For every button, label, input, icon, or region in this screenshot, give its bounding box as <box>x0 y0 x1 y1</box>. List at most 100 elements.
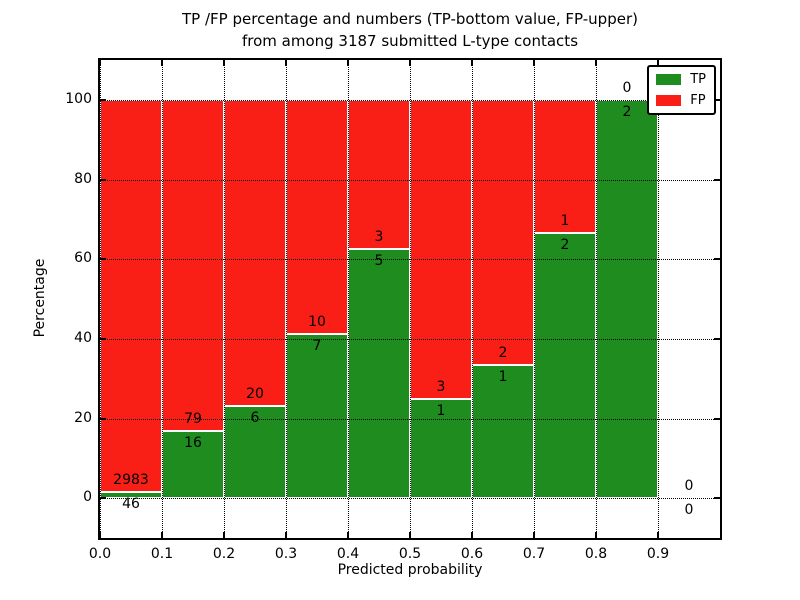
y-tick-label: 60 <box>74 250 92 267</box>
x-tick-mark <box>223 532 225 538</box>
x-tick-mark-top <box>347 60 349 66</box>
x-tick-mark <box>347 532 349 538</box>
tp-count-label: 16 <box>184 435 202 452</box>
bar-fp-segment <box>472 99 534 366</box>
bar-tp-segment <box>472 365 534 499</box>
x-tick-label: 0.0 <box>88 546 112 562</box>
chart-title-line1: TP /FP percentage and numbers (TP-bottom… <box>182 10 638 28</box>
fp-count-label: 1 <box>560 212 570 229</box>
tp-count-label: 2 <box>560 236 570 253</box>
gridline-vertical <box>658 60 659 538</box>
x-tick-mark-top <box>595 60 597 66</box>
x-tick-label: 0.8 <box>584 546 608 562</box>
x-axis-label: Predicted probability <box>337 562 483 578</box>
y-tick-mark-right <box>714 178 720 181</box>
bar-fp-segment <box>410 99 472 399</box>
x-tick-mark-top <box>409 60 411 66</box>
x-tick-mark-top <box>285 60 287 66</box>
x-tick-label: 0.3 <box>274 546 298 562</box>
gridline-vertical <box>534 60 535 538</box>
x-tick-label: 0.7 <box>522 546 546 562</box>
fp-count-label: 20 <box>246 386 264 403</box>
legend: TP FP <box>647 65 716 115</box>
x-tick-mark-top <box>657 60 659 66</box>
y-tick-mark <box>100 258 106 261</box>
x-tick-label: 0.4 <box>336 546 360 562</box>
fp-legend-label: FP <box>690 93 706 108</box>
chart-title: TP /FP percentage and numbers (TP-bottom… <box>182 8 638 52</box>
x-tick-mark <box>657 532 659 538</box>
x-tick-label: 0.2 <box>212 546 236 562</box>
fp-count-label: 3 <box>374 229 384 246</box>
bar-tp-segment <box>596 99 658 499</box>
y-tick-mark-right <box>714 497 720 500</box>
x-tick-mark <box>533 532 535 538</box>
fp-count-label: 0 <box>684 478 694 495</box>
tp-count-label: 2 <box>622 103 632 120</box>
fp-count-label: 79 <box>184 411 202 428</box>
x-tick-mark-top <box>99 60 101 66</box>
y-tick-mark <box>100 497 106 500</box>
y-tick-mark-right <box>714 417 720 420</box>
x-tick-mark <box>471 532 473 538</box>
gridline-vertical <box>596 60 597 538</box>
gridline-vertical <box>348 60 349 538</box>
y-tick-mark <box>100 417 106 420</box>
x-tick-label: 0.1 <box>150 546 174 562</box>
tp-count-label: 6 <box>250 410 260 427</box>
x-tick-mark <box>409 532 411 538</box>
legend-entry-tp: TP <box>656 72 706 87</box>
bar-tp-segment <box>348 249 410 499</box>
tp-legend-swatch <box>656 74 682 85</box>
x-tick-mark-top <box>471 60 473 66</box>
gridline-horizontal <box>100 498 720 500</box>
bar-tp-segment <box>534 232 596 499</box>
x-tick-mark-top <box>161 60 163 66</box>
gridline-horizontal <box>100 99 720 101</box>
y-tick-mark-right <box>714 337 720 340</box>
gridline-vertical <box>286 60 287 538</box>
y-tick-label: 20 <box>74 409 92 426</box>
fp-count-label: 0 <box>622 79 632 96</box>
bar-fp-segment <box>162 99 224 432</box>
plot-area: TP FP 0.0 0.1 0.2 0.3 0.4 0.5 0.6 0.7 0.8 0.9 0 20 4… <box>65 58 722 562</box>
bar-fp-segment <box>224 99 286 407</box>
gridline-horizontal <box>100 338 720 340</box>
gridline-vertical <box>472 60 473 538</box>
x-tick-label: 0.9 <box>646 546 670 562</box>
tp-count-label: 1 <box>498 369 508 386</box>
bar-fp-segment <box>348 99 410 250</box>
x-tick-label: 0.6 <box>460 546 484 562</box>
y-tick-mark-right <box>714 98 720 101</box>
fp-count-label: 3 <box>436 378 446 395</box>
gridline-vertical <box>410 60 411 538</box>
bar-tp-segment <box>286 334 348 499</box>
y-tick-mark <box>100 178 106 181</box>
gridline-vertical <box>224 60 225 538</box>
tp-count-label: 46 <box>122 496 140 513</box>
fp-legend-swatch <box>656 95 682 106</box>
tp-legend-label: TP <box>690 72 706 87</box>
x-tick-mark <box>595 532 597 538</box>
fp-count-label: 2983 <box>113 472 149 489</box>
y-tick-label: 0 <box>83 489 92 506</box>
tp-count-label: 7 <box>312 338 322 355</box>
gridline-vertical <box>100 60 101 538</box>
bar-tp-segment <box>162 431 224 499</box>
x-tick-mark <box>99 532 101 538</box>
y-tick-label: 100 <box>65 90 92 107</box>
tp-count-label: 1 <box>436 402 446 419</box>
y-tick-mark <box>100 98 106 101</box>
gridline-vertical <box>162 60 163 538</box>
tp-count-label: 5 <box>374 253 384 270</box>
chart-title-line2: from among 3187 submitted L-type contact… <box>241 32 579 50</box>
x-tick-mark <box>285 532 287 538</box>
gridline-horizontal <box>100 418 720 420</box>
y-tick-mark-right <box>714 258 720 261</box>
gridline-horizontal <box>100 259 720 261</box>
bar-fp-segment <box>286 99 348 335</box>
fp-count-label: 2 <box>498 345 508 362</box>
fp-count-label: 10 <box>308 314 326 331</box>
y-tick-label: 40 <box>74 329 92 346</box>
